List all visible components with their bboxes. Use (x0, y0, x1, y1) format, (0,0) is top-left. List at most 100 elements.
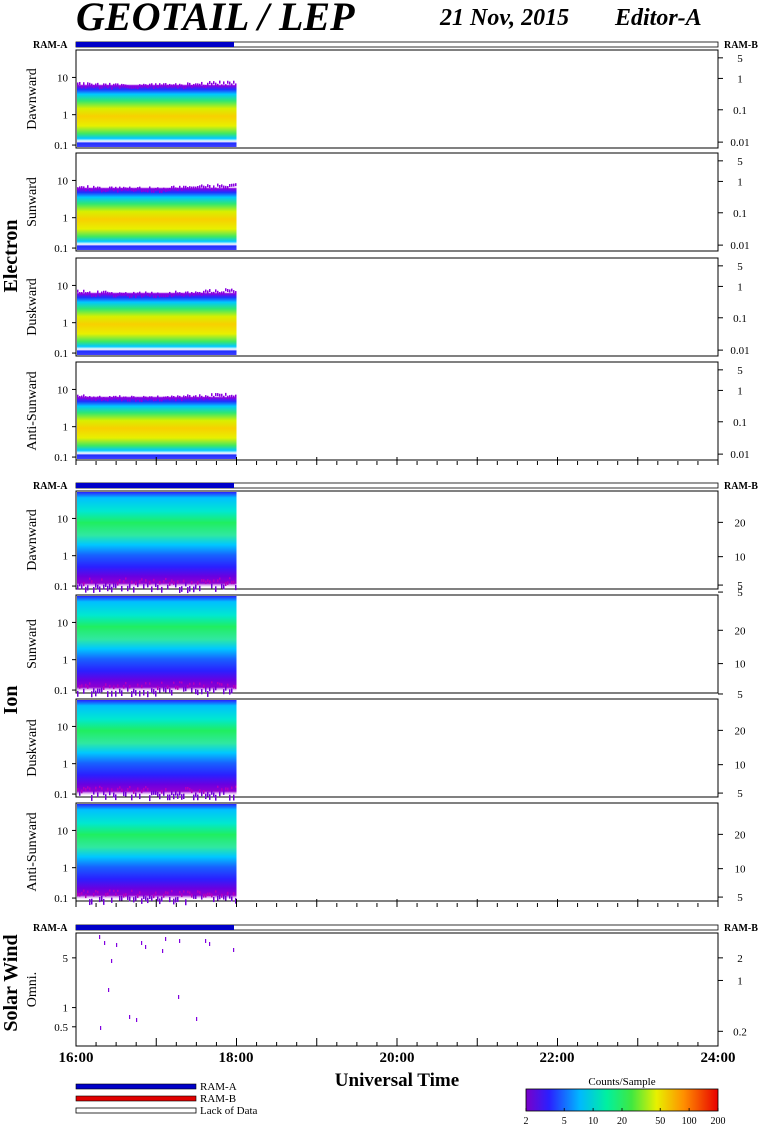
spectrogram-edge (121, 398, 123, 402)
spectrogram-edge (221, 788, 223, 792)
spectrogram-edge (189, 682, 191, 686)
left-tick-label: 10 (57, 72, 69, 84)
right-tick-label: 5 (737, 156, 743, 168)
spectrogram-edge (95, 690, 97, 697)
spectrogram-edge (201, 292, 203, 296)
spectrogram-edge (141, 789, 143, 794)
spectrogram-edge (133, 897, 135, 903)
spectrogram-edge (191, 580, 193, 585)
spectrogram-edge (173, 84, 175, 88)
ram-row-ion: RAM-A RAM-B (33, 481, 758, 492)
spectrogram-band (77, 596, 237, 692)
spectrogram-edge (103, 584, 105, 590)
spectrogram-edge (99, 785, 101, 789)
spectrogram-edge (77, 394, 79, 398)
spectrogram-edge (157, 896, 159, 902)
spectrogram-edge (177, 793, 179, 799)
spectrogram-edge (145, 682, 147, 685)
spectrogram-edge (81, 789, 83, 794)
spectrogram-edge (217, 895, 219, 901)
spectrogram-edge (151, 790, 153, 796)
spectrogram-edge (159, 398, 161, 402)
spectrogram-edge (143, 188, 145, 192)
colorbar-tick-label: 2 (524, 1116, 529, 1127)
left-tick-label: 0.1 (54, 789, 68, 801)
spectrogram-edge (163, 893, 165, 898)
spectrogram-edge (165, 83, 167, 87)
spectrogram-edge (159, 687, 161, 693)
solar-wind-point (116, 943, 118, 947)
spectrogram-edge (205, 85, 207, 89)
spectrogram-edge (77, 289, 79, 293)
spectrogram-edge (99, 395, 101, 399)
spectrogram-edge (171, 790, 173, 796)
spectrogram-edge (119, 895, 121, 901)
spectrogram-edge (217, 579, 219, 583)
left-tick-label: 0.1 (54, 243, 68, 255)
spectrogram-edge (127, 85, 129, 89)
spectrogram-edge (213, 81, 215, 85)
spectrogram-edge (95, 786, 97, 790)
spectrogram-edge (229, 395, 231, 399)
spectrogram-edge (145, 188, 147, 192)
spectrogram-edge (115, 794, 117, 801)
right-tick-label: 1 (737, 73, 743, 85)
right-tick-label: 0.1 (733, 313, 747, 325)
spectrogram-edge (117, 397, 119, 401)
spectrogram-edge (199, 682, 201, 686)
spectrogram-edge (173, 395, 175, 399)
spectrogram-edge (221, 583, 223, 589)
spectrogram-edge (157, 686, 159, 691)
spectrogram-edge (207, 184, 209, 188)
spectrogram-edge (229, 894, 231, 899)
spectrogram-edge (111, 186, 113, 190)
spectrogram-edge (125, 292, 127, 296)
spectrogram-edge (151, 189, 153, 193)
spectrogram-edge (95, 397, 97, 401)
spectrogram-edge (99, 688, 101, 694)
spectrogram-edge (167, 584, 169, 590)
spectrogram-edge (129, 186, 131, 190)
spectrogram-edge (209, 289, 211, 293)
spectrogram-edge (233, 794, 235, 801)
left-tick-label: 0.1 (54, 348, 68, 360)
spectrogram-edge (115, 395, 117, 399)
colorbar-tick-label: 10 (588, 1116, 598, 1127)
spectrogram-edge (153, 398, 155, 402)
spectrogram-edge (95, 583, 97, 588)
spectrogram-edge (169, 581, 171, 586)
spectrogram-edge (233, 290, 235, 294)
spectrogram-edge (167, 685, 169, 690)
spectrogram-edge (143, 83, 145, 87)
spectrogram-edge (197, 689, 199, 696)
ram-label-right: RAM-B (724, 923, 758, 934)
spectrogram-edge (155, 790, 157, 795)
spectrogram-edge (131, 580, 133, 584)
spectrogram-edge (193, 894, 195, 899)
spectrogram-edge (125, 893, 127, 897)
spectrogram-edge (93, 293, 95, 297)
spectrogram-edge (93, 84, 95, 88)
spectrogram-edge (149, 396, 151, 400)
spectrogram-edge (167, 188, 169, 192)
spectrogram-edge (147, 85, 149, 89)
spectrogram-edge (175, 583, 177, 588)
spectrogram-edge (229, 794, 231, 801)
spectrogram-edge (107, 585, 109, 592)
spectrogram-edge (129, 295, 131, 299)
spectrogram-edge (207, 691, 209, 697)
left-tick-label: 0.5 (54, 1022, 68, 1034)
spectrogram-edge (221, 84, 223, 88)
spectrogram-edge (209, 794, 211, 800)
spectrogram-edge (85, 396, 87, 400)
spectrogram-edge (147, 787, 149, 791)
spectrogram-edge (201, 579, 203, 582)
spectrogram-edge (177, 580, 179, 584)
spectrogram-edge (77, 892, 79, 897)
spectrogram-edge (173, 293, 175, 297)
spectrogram-edge (101, 189, 103, 193)
spectrogram-edge (209, 396, 211, 400)
solar-wind-point (104, 941, 106, 945)
spectrogram-edge (83, 82, 85, 86)
colorbar-tick-label: 200 (711, 1116, 726, 1127)
